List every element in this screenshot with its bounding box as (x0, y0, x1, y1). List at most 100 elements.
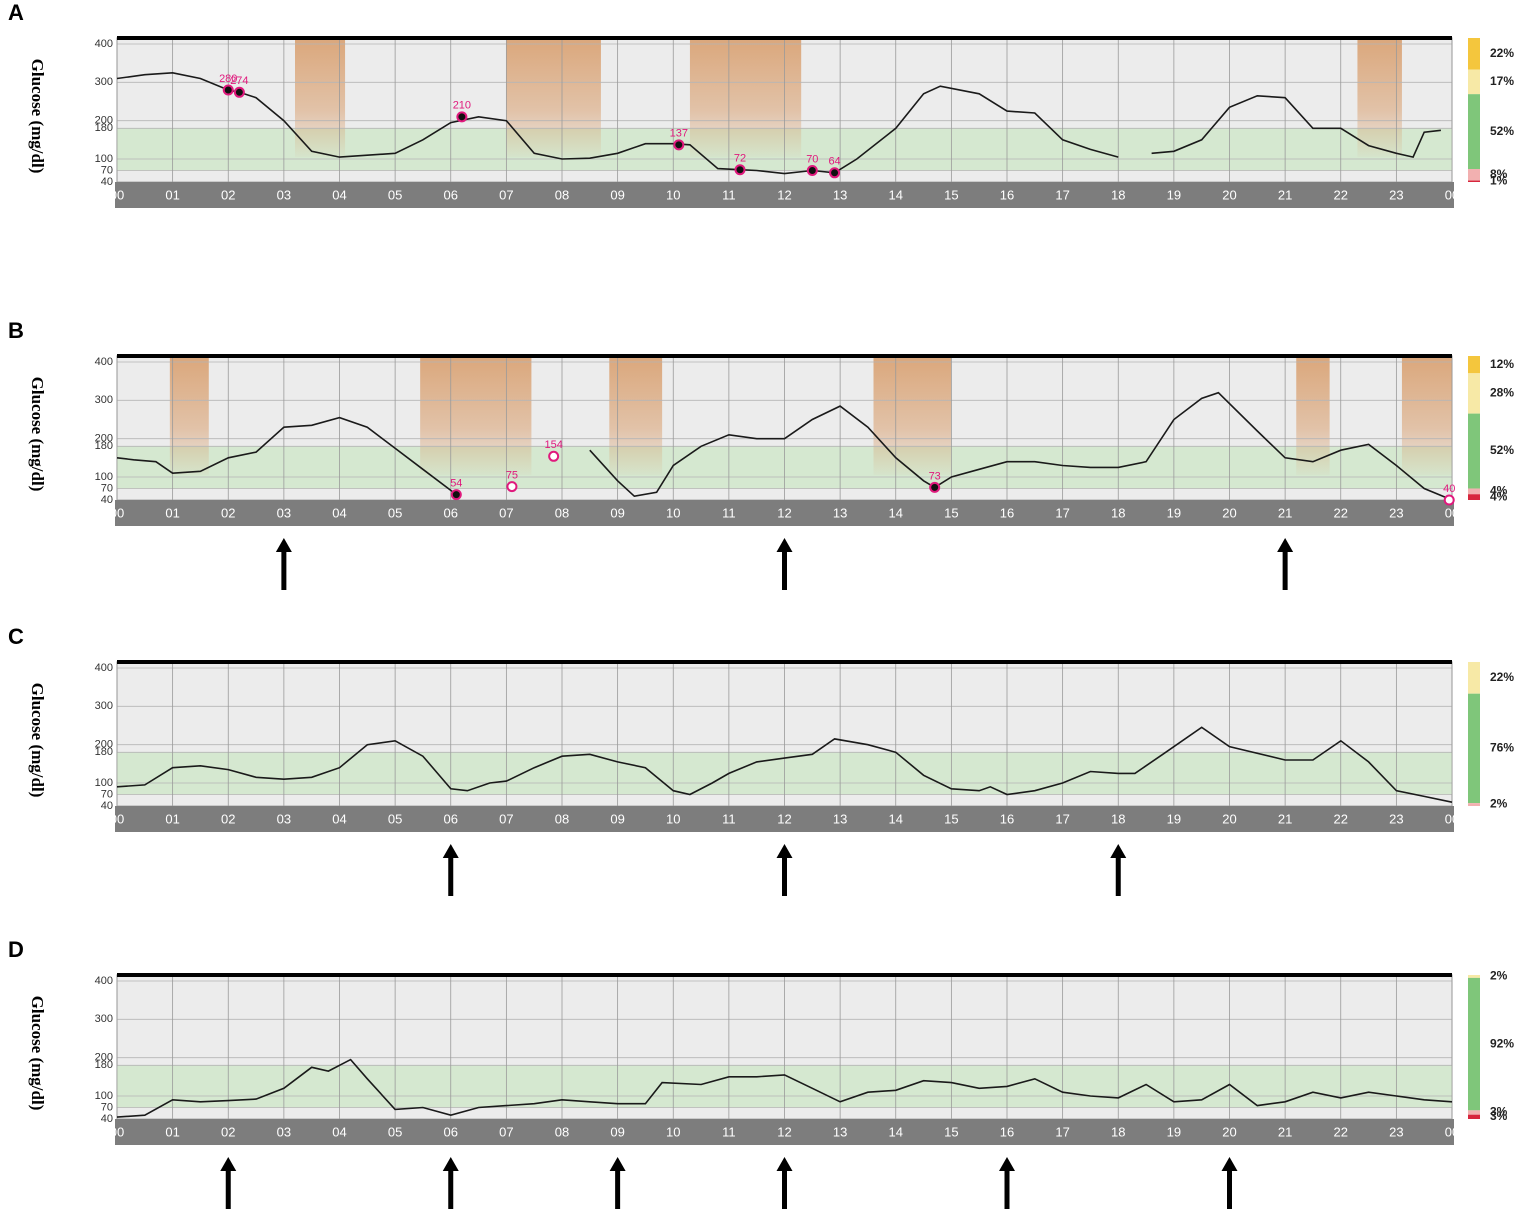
y-tick-label: 300 (95, 1013, 113, 1025)
y-tick-label: 400 (95, 356, 113, 368)
x-tick-label: 22 (1334, 187, 1348, 202)
percent-label: 28% (1490, 386, 1514, 400)
x-tick-label: 19 (1167, 187, 1181, 202)
reading-label: 70 (806, 153, 818, 165)
panel-label: D (8, 937, 24, 962)
y-tick-label: 300 (95, 700, 113, 712)
x-tick-label: 07 (499, 811, 513, 826)
percent-label: 3% (1490, 1105, 1508, 1119)
x-tick-label: 18 (1111, 811, 1125, 826)
meal-period (1401, 358, 1452, 476)
glucose-trace (116, 726, 1453, 803)
percent-segment (1468, 977, 1480, 1111)
x-axis-band (115, 806, 1454, 832)
meal-period (873, 358, 952, 476)
x-tick-label: 20 (1222, 1124, 1236, 1139)
percent-segment (1468, 693, 1480, 804)
y-axis-title: Glucose (mg/dl) (28, 996, 47, 1111)
y-tick-label: 40 (101, 176, 113, 188)
x-tick-label: 02 (221, 505, 235, 520)
panel-label: C (8, 624, 24, 649)
x-tick-label: 20 (1222, 505, 1236, 520)
x-tick-label: 01 (165, 1124, 179, 1139)
y-tick-label: 400 (95, 38, 113, 50)
reading-label: 72 (734, 153, 746, 165)
x-tick-label: 00 (110, 187, 124, 202)
x-tick-label: 13 (833, 811, 847, 826)
y-tick-label: 200 (95, 739, 113, 751)
reading-label: 54 (450, 478, 462, 490)
x-tick-label: 22 (1334, 505, 1348, 520)
reading-label: 75 (506, 469, 518, 481)
y-axis-title: Glucose (mg/dl) (28, 683, 47, 798)
x-tick-label: 16 (1000, 187, 1014, 202)
reading-label: 137 (670, 128, 688, 140)
x-tick-label: 17 (1055, 1124, 1069, 1139)
x-tick-label: 12 (777, 187, 791, 202)
y-tick-label: 180 (95, 440, 113, 452)
y-tick-label: 100 (95, 471, 113, 483)
x-tick-label: 04 (332, 1124, 346, 1139)
reading-marker (506, 481, 518, 493)
x-tick-label: 20 (1222, 187, 1236, 202)
x-tick-label: 11 (722, 811, 736, 826)
x-tick-label: 12 (777, 811, 791, 826)
x-tick-label: 01 (165, 505, 179, 520)
x-tick-label: 18 (1111, 1124, 1125, 1139)
y-tick-label: 200 (95, 433, 113, 445)
arrow (609, 1157, 626, 1209)
x-tick-label: 01 (165, 811, 179, 826)
y-tick-label: 40 (101, 800, 113, 812)
arrow (442, 1157, 459, 1209)
percent-label: 4% (1490, 489, 1508, 503)
glucose-trace (116, 1058, 1453, 1118)
x-tick-label: 15 (944, 505, 958, 520)
x-tick-label: 10 (666, 1124, 680, 1139)
x-tick-label: 21 (1278, 811, 1292, 826)
x-tick-label: 21 (1278, 187, 1292, 202)
reading-marker (1443, 494, 1455, 506)
x-tick-label: 23 (1389, 1124, 1403, 1139)
y-tick-label: 70 (101, 1101, 113, 1113)
x-tick-label: 13 (833, 1124, 847, 1139)
x-tick-label: 03 (277, 505, 291, 520)
percent-segment (1468, 488, 1480, 495)
x-tick-label: 14 (889, 811, 903, 826)
percent-label: 3% (1490, 1109, 1508, 1123)
x-tick-label: 00 (1445, 505, 1459, 520)
x-tick-label: 09 (610, 505, 624, 520)
x-tick-label: 13 (833, 187, 847, 202)
x-tick-label: 00 (110, 505, 124, 520)
x-tick-label: 10 (666, 811, 680, 826)
reading-marker (233, 86, 245, 98)
percent-segment (1468, 494, 1480, 500)
x-tick-label: 02 (221, 187, 235, 202)
x-tick-label: 19 (1167, 1124, 1181, 1139)
x-tick-label: 06 (444, 811, 458, 826)
x-tick-label: 10 (666, 187, 680, 202)
x-tick-label: 08 (555, 811, 569, 826)
meal-period (506, 40, 601, 158)
x-tick-label: 15 (944, 811, 958, 826)
x-tick-label: 23 (1389, 187, 1403, 202)
percent-segment (1468, 180, 1480, 182)
percent-segment (1468, 1114, 1480, 1119)
panel-label: A (8, 0, 24, 25)
meal-period (295, 40, 346, 158)
x-tick-label: 18 (1111, 187, 1125, 202)
y-axis-title: Glucose (mg/dl) (28, 59, 47, 174)
meal-period (1357, 40, 1402, 158)
x-tick-label: 13 (833, 505, 847, 520)
y-tick-label: 70 (101, 788, 113, 800)
percent-segment (1468, 975, 1480, 978)
percent-segment (1468, 373, 1480, 414)
percent-segment (1468, 1110, 1480, 1115)
reading-marker (806, 165, 818, 176)
x-tick-label: 11 (722, 505, 736, 520)
percent-segment (1468, 169, 1480, 181)
x-tick-label: 08 (555, 1124, 569, 1139)
y-tick-label: 40 (101, 494, 113, 506)
percent-label: 12% (1490, 357, 1514, 371)
x-tick-label: 15 (944, 187, 958, 202)
